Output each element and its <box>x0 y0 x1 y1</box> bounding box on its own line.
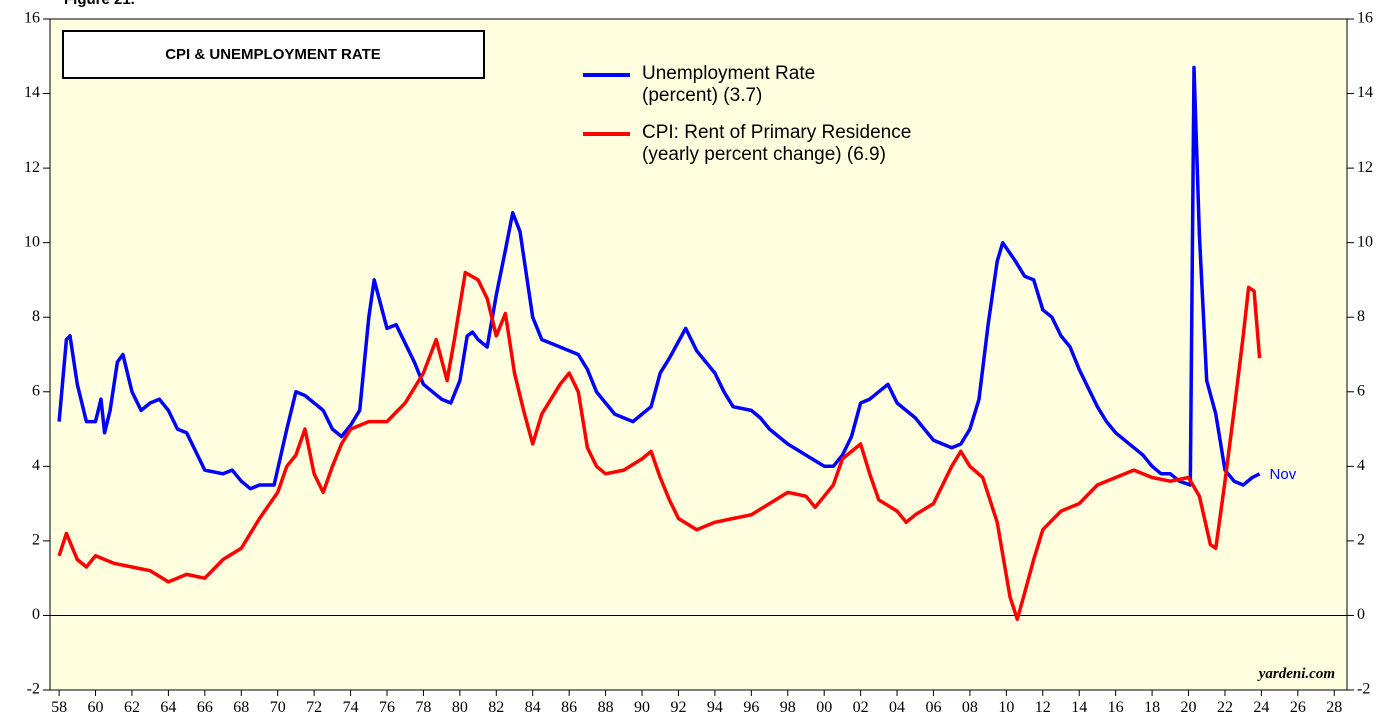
x-tick-label: 18 <box>1144 699 1160 716</box>
x-tick-label: 24 <box>1253 699 1269 716</box>
x-tick-label: 58 <box>51 699 67 716</box>
x-tick-label: 10 <box>998 699 1014 716</box>
title-box <box>62 30 485 79</box>
x-tick-label: 06 <box>925 699 941 716</box>
y-tick-label: 10 <box>24 233 40 250</box>
y-tick-label: 8 <box>32 308 40 325</box>
x-tick-label: 22 <box>1217 699 1233 716</box>
x-tick-label: 90 <box>634 699 650 716</box>
x-tick-label: 72 <box>306 699 322 716</box>
x-tick-label: 02 <box>853 699 869 716</box>
x-tick-label: 66 <box>197 699 213 716</box>
y-tick-label: 4 <box>32 457 40 474</box>
x-tick-label: 12 <box>1035 699 1051 716</box>
y2-tick-label: 6 <box>1357 382 1365 399</box>
y2-tick-label: 10 <box>1357 233 1373 250</box>
y-tick-label: -2 <box>27 681 40 698</box>
y-tick-label: 0 <box>32 606 40 623</box>
x-tick-label: 16 <box>1108 699 1124 716</box>
x-tick-label: 00 <box>816 699 832 716</box>
source: yardeni.com <box>1257 666 1335 682</box>
x-tick-label: 96 <box>743 699 759 716</box>
y-tick-label: 12 <box>24 159 40 176</box>
x-tick-label: 94 <box>707 699 723 716</box>
y-tick-label: 6 <box>32 382 40 399</box>
x-tick-label: 60 <box>88 699 104 716</box>
y2-tick-label: -2 <box>1357 681 1370 698</box>
legend-label: CPI: Rent of Primary Residence (yearly p… <box>642 122 912 165</box>
chart-title: CPI & UNEMPLOYMENT RATE <box>165 46 381 63</box>
y2-tick-label: 8 <box>1357 308 1365 325</box>
x-tick-label: 28 <box>1326 699 1342 716</box>
x-tick-label: 20 <box>1181 699 1197 716</box>
x-tick-label: 70 <box>270 699 286 716</box>
end-label: Nov <box>1270 466 1297 483</box>
y2-tick-label: 14 <box>1357 84 1373 101</box>
legend-label: Unemployment Rate (percent) (3.7) <box>642 63 816 106</box>
x-tick-label: 78 <box>415 699 431 716</box>
x-tick-label: 82 <box>488 699 504 716</box>
x-tick-label: 64 <box>160 699 176 716</box>
x-tick-label: 68 <box>233 699 249 716</box>
y2-tick-label: 16 <box>1357 10 1373 27</box>
x-tick-label: 76 <box>379 699 395 716</box>
series-line <box>57 65 1261 491</box>
x-tick-label: 88 <box>598 699 614 716</box>
y2-tick-label: 12 <box>1357 159 1373 176</box>
x-tick-label: 84 <box>525 699 541 716</box>
y-tick-label: 2 <box>32 532 40 549</box>
y-tick-label: 14 <box>24 84 40 101</box>
x-tick-label: 98 <box>780 699 796 716</box>
x-tick-label: 62 <box>124 699 140 716</box>
y2-tick-label: 4 <box>1357 457 1365 474</box>
x-tick-label: 04 <box>889 699 905 716</box>
figure-label: Figure 21. <box>64 0 135 8</box>
x-tick-label: 80 <box>452 699 468 716</box>
x-tick-label: 14 <box>1071 699 1087 716</box>
y-tick-label: 16 <box>24 10 40 27</box>
series-line <box>57 270 1262 621</box>
x-tick-label: 92 <box>670 699 686 716</box>
x-tick-label: 08 <box>962 699 978 716</box>
x-tick-label: 74 <box>343 699 359 716</box>
x-tick-label: 26 <box>1290 699 1306 716</box>
x-tick-label: 86 <box>561 699 577 716</box>
y2-tick-label: 0 <box>1357 606 1365 623</box>
y2-tick-label: 2 <box>1357 532 1365 549</box>
